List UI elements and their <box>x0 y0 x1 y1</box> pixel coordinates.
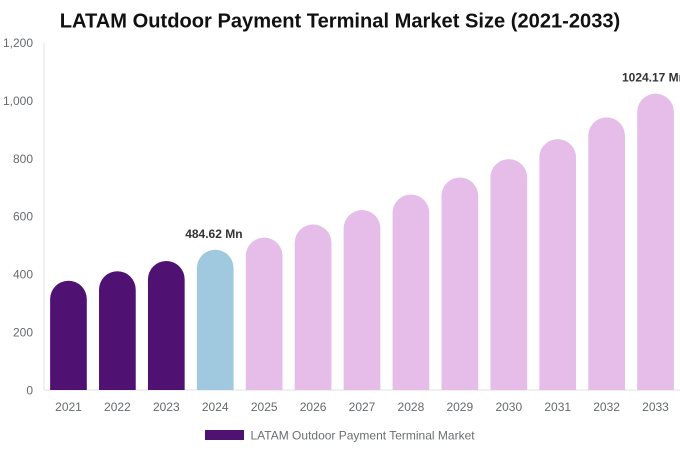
svg-text:600: 600 <box>13 210 33 224</box>
svg-text:1024.17 Mn: 1024.17 Mn <box>622 71 680 85</box>
svg-text:2030: 2030 <box>495 400 522 414</box>
svg-text:2032: 2032 <box>593 400 620 414</box>
svg-text:400: 400 <box>13 268 33 282</box>
svg-text:2027: 2027 <box>349 400 376 414</box>
svg-text:1,000: 1,000 <box>3 94 33 108</box>
svg-text:2022: 2022 <box>104 400 131 414</box>
svg-text:1,200: 1,200 <box>3 36 33 50</box>
svg-text:2025: 2025 <box>251 400 278 414</box>
svg-text:0: 0 <box>26 383 33 397</box>
svg-text:2021: 2021 <box>55 400 82 414</box>
svg-text:2031: 2031 <box>544 400 571 414</box>
svg-text:LATAM Outdoor Payment Terminal: LATAM Outdoor Payment Terminal Market Si… <box>60 10 621 32</box>
svg-text:200: 200 <box>13 325 33 339</box>
svg-text:800: 800 <box>13 152 33 166</box>
svg-text:2024: 2024 <box>202 400 229 414</box>
svg-text:LATAM Outdoor Payment Terminal: LATAM Outdoor Payment Terminal Market <box>251 429 476 443</box>
svg-text:2026: 2026 <box>300 400 327 414</box>
svg-text:2029: 2029 <box>446 400 473 414</box>
svg-text:2028: 2028 <box>398 400 425 414</box>
svg-text:2033: 2033 <box>642 400 669 414</box>
svg-text:2023: 2023 <box>153 400 180 414</box>
svg-text:484.62 Mn: 484.62 Mn <box>185 227 242 241</box>
